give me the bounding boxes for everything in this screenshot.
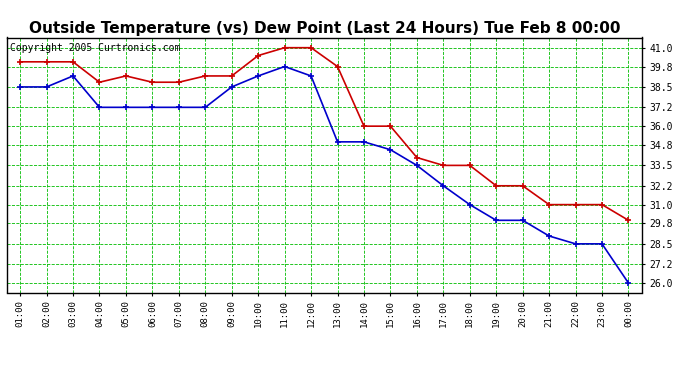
Title: Outside Temperature (vs) Dew Point (Last 24 Hours) Tue Feb 8 00:00: Outside Temperature (vs) Dew Point (Last… xyxy=(28,21,620,36)
Text: Copyright 2005 Curtronics.com: Copyright 2005 Curtronics.com xyxy=(10,43,181,52)
